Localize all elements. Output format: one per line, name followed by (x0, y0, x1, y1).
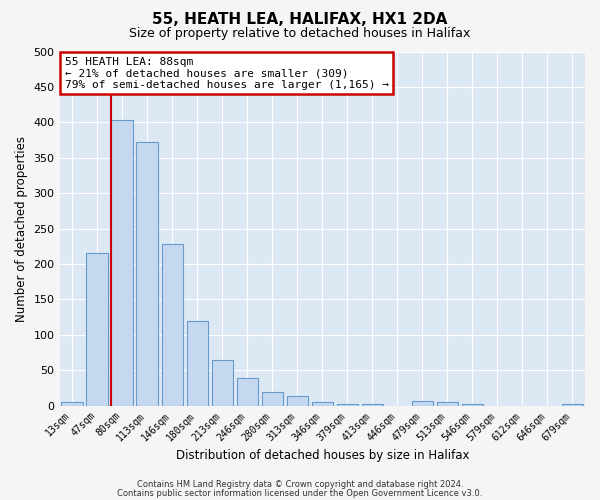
Bar (437, 402, 458, 406)
Bar (86, 254, 108, 406)
Text: 55, HEATH LEA, HALIFAX, HX1 2DA: 55, HEATH LEA, HALIFAX, HX1 2DA (152, 12, 448, 28)
Text: Size of property relative to detached houses in Halifax: Size of property relative to detached ho… (130, 28, 470, 40)
Bar (112, 120, 133, 406)
Bar (136, 142, 158, 406)
Bar (362, 404, 383, 406)
Bar (287, 396, 308, 406)
Bar (311, 402, 333, 406)
Bar (161, 244, 183, 406)
Bar (562, 404, 583, 406)
Bar (262, 392, 283, 406)
Text: Contains public sector information licensed under the Open Government Licence v3: Contains public sector information licen… (118, 488, 482, 498)
Bar (187, 320, 208, 406)
Bar (412, 402, 433, 406)
Bar (337, 404, 358, 406)
Text: Contains HM Land Registry data © Crown copyright and database right 2024.: Contains HM Land Registry data © Crown c… (137, 480, 463, 489)
Bar (236, 378, 258, 406)
Y-axis label: Number of detached properties: Number of detached properties (15, 136, 28, 322)
Bar (61, 402, 83, 406)
Text: 55 HEATH LEA: 88sqm
← 21% of detached houses are smaller (309)
79% of semi-detac: 55 HEATH LEA: 88sqm ← 21% of detached ho… (65, 57, 389, 90)
X-axis label: Distribution of detached houses by size in Halifax: Distribution of detached houses by size … (176, 450, 469, 462)
Bar (462, 404, 483, 406)
Bar (212, 360, 233, 406)
